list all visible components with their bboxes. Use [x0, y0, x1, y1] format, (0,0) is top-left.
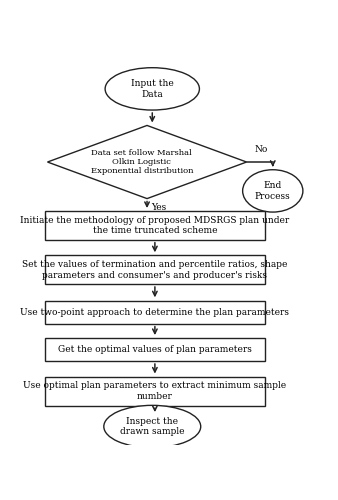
Text: Inspect the
drawn sample: Inspect the drawn sample	[120, 417, 185, 436]
Bar	[45, 338, 265, 361]
Text: Initiate the methodology of proposed MDSRGS plan under
the time truncated scheme: Initiate the methodology of proposed MDS…	[20, 216, 290, 236]
Bar	[45, 376, 265, 406]
Text: Use optimal plan parameters to extract minimum sample
number: Use optimal plan parameters to extract m…	[23, 382, 286, 401]
Bar	[45, 300, 265, 324]
Polygon shape	[47, 126, 246, 198]
Text: Set the values of termination and percentile ratios, shape
parameters and consum: Set the values of termination and percen…	[22, 260, 288, 280]
Ellipse shape	[104, 406, 201, 448]
Text: Use two-point approach to determine the plan parameters: Use two-point approach to determine the …	[20, 308, 289, 316]
Text: End
Process: End Process	[255, 181, 291, 201]
Bar	[45, 211, 265, 240]
Text: No: No	[255, 146, 268, 154]
Ellipse shape	[105, 68, 199, 110]
Text: Data set follow Marshal
Olkin Logistic
Exponential distribution: Data set follow Marshal Olkin Logistic E…	[91, 149, 193, 175]
Ellipse shape	[243, 170, 303, 212]
Text: Input the
Data: Input the Data	[131, 79, 174, 98]
Text: Yes: Yes	[151, 203, 166, 212]
Text: Get the optimal values of plan parameters: Get the optimal values of plan parameter…	[58, 345, 252, 354]
Bar	[45, 256, 265, 284]
